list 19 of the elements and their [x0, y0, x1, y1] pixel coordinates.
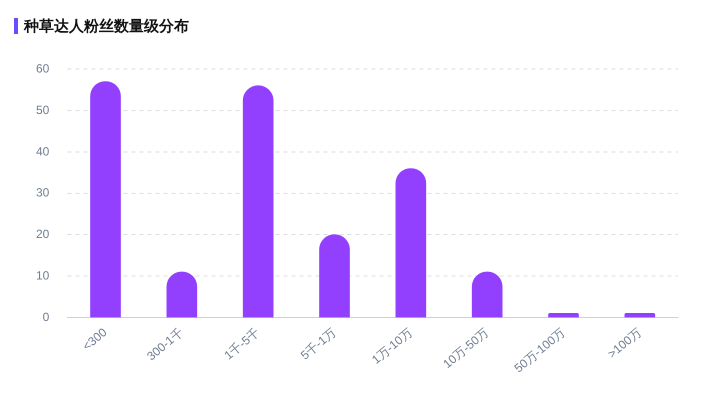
y-tick-label: 20	[36, 227, 50, 242]
x-tick-label: 10万-50万	[440, 325, 492, 372]
bar	[319, 234, 350, 318]
x-tick-label: 5千-1万	[298, 325, 339, 362]
y-tick-label: 0	[42, 310, 50, 324]
bar	[90, 81, 121, 318]
y-tick-label: 50	[36, 102, 50, 117]
bar	[396, 168, 426, 318]
chart-title: 种草达人粉丝数量级分布	[24, 16, 189, 36]
y-tick-label: 60	[36, 62, 50, 76]
y-tick-label: 30	[36, 186, 50, 200]
bar	[242, 85, 274, 318]
x-tick-label: 1万-10万	[369, 325, 415, 367]
bar	[624, 313, 656, 318]
x-tick-label: <300	[80, 324, 110, 354]
y-tick-label: 40	[36, 144, 50, 158]
bar	[548, 313, 579, 318]
y-tick-label: 10	[36, 268, 50, 282]
x-tick-label: 1千-5千	[222, 325, 262, 362]
